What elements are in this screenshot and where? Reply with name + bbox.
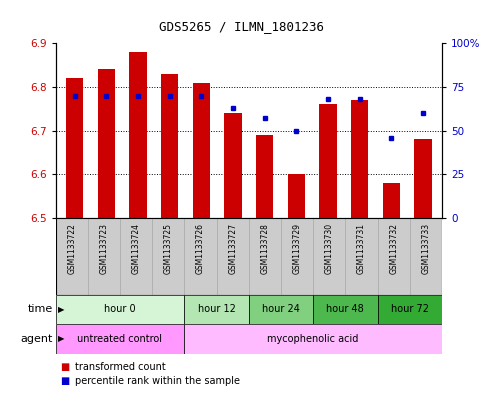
Text: mycophenolic acid: mycophenolic acid	[268, 334, 359, 344]
Bar	[414, 140, 432, 218]
Bar	[249, 295, 313, 324]
Text: ■: ■	[60, 362, 70, 373]
Bar	[256, 135, 273, 218]
Text: hour 72: hour 72	[391, 305, 429, 314]
Text: GSM1133725: GSM1133725	[164, 223, 173, 274]
Bar	[193, 83, 210, 218]
Bar	[383, 183, 400, 218]
Text: GSM1133728: GSM1133728	[260, 223, 270, 274]
Text: hour 24: hour 24	[262, 305, 300, 314]
Bar	[120, 218, 152, 295]
Bar	[56, 295, 185, 324]
Bar	[56, 218, 88, 295]
Bar	[378, 295, 442, 324]
Bar	[287, 174, 305, 218]
Text: GSM1133726: GSM1133726	[196, 223, 205, 274]
Text: percentile rank within the sample: percentile rank within the sample	[75, 376, 240, 386]
Text: GDS5265 / ILMN_1801236: GDS5265 / ILMN_1801236	[159, 20, 324, 33]
Text: hour 48: hour 48	[327, 305, 364, 314]
Text: untreated control: untreated control	[77, 334, 162, 344]
Bar	[281, 218, 313, 295]
Bar	[249, 218, 281, 295]
Bar	[185, 324, 442, 354]
Text: ▶: ▶	[58, 305, 64, 314]
Text: GSM1133722: GSM1133722	[67, 223, 76, 274]
Text: GSM1133731: GSM1133731	[357, 223, 366, 274]
Bar	[185, 295, 249, 324]
Text: GSM1133724: GSM1133724	[131, 223, 141, 274]
Bar	[351, 100, 369, 218]
Text: transformed count: transformed count	[75, 362, 166, 373]
Bar	[313, 218, 345, 295]
Text: GSM1133727: GSM1133727	[228, 223, 237, 274]
Bar	[98, 70, 115, 218]
Bar	[152, 218, 185, 295]
Text: ▶: ▶	[58, 334, 64, 343]
Text: ■: ■	[60, 376, 70, 386]
Text: time: time	[28, 305, 53, 314]
Bar	[216, 218, 249, 295]
Bar	[313, 295, 378, 324]
Bar	[378, 218, 410, 295]
Bar	[185, 218, 216, 295]
Text: agent: agent	[21, 334, 53, 344]
Bar	[56, 324, 185, 354]
Text: hour 0: hour 0	[104, 305, 136, 314]
Bar	[410, 218, 442, 295]
Bar	[88, 218, 120, 295]
Bar	[129, 52, 147, 218]
Text: GSM1133723: GSM1133723	[99, 223, 108, 274]
Bar	[345, 218, 378, 295]
Text: GSM1133730: GSM1133730	[325, 223, 334, 274]
Text: GSM1133729: GSM1133729	[293, 223, 301, 274]
Bar	[224, 113, 242, 218]
Text: GSM1133733: GSM1133733	[421, 223, 430, 274]
Bar	[319, 105, 337, 218]
Text: GSM1133732: GSM1133732	[389, 223, 398, 274]
Bar	[161, 74, 178, 218]
Bar	[66, 78, 83, 218]
Text: hour 12: hour 12	[198, 305, 236, 314]
